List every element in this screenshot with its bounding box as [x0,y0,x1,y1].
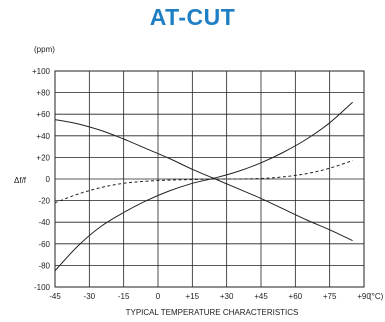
plot-frame [54,70,365,288]
y-tick-label: -80 [38,261,50,270]
series-line-3 [54,160,353,204]
y-tick-label: +80 [36,89,50,98]
x-axis-label: TYPICAL TEMPERATURE CHARACTERISTICS [126,308,299,317]
y-tick-label: -60 [38,240,50,249]
series-line-1 [54,101,353,272]
y-tick-label: -40 [38,218,50,227]
series-line-2 [54,119,353,242]
y-tick-label: -100 [34,283,51,292]
y-tick-label: 0 [46,175,51,184]
y-tick-label: +100 [32,67,51,76]
grid [54,70,365,288]
y-tick-label: +40 [36,132,50,141]
y-axis-unit: (ppm) [34,45,55,54]
y-tick-label: +20 [36,153,50,162]
chart-title: AT-CUT [149,4,236,30]
x-tick-label: 0 [156,292,161,301]
x-tick-label: -15 [118,292,130,301]
x-tick-label: -30 [84,292,96,301]
x-tick-labels: -45 -30 -15 0 +15 +30 +45 +60 +75 +90 [49,292,371,301]
y-tick-label: -20 [38,197,50,206]
x-tick-label: +15 [186,292,200,301]
x-tick-label: +30 [220,292,234,301]
x-tick-label: +75 [323,292,337,301]
y-tick-label: +60 [36,110,50,119]
x-tick-label: -45 [49,292,61,301]
x-tick-label: +60 [289,292,303,301]
y-axis-label: Δf/f [14,176,27,185]
x-axis-unit: (°C) [369,292,384,301]
y-tick-labels: +100 +80 +60 +40 +20 0 -20 -40 -60 -80 -100 [32,67,51,292]
x-tick-label: +45 [254,292,268,301]
x-tick-label: +90 [357,292,371,301]
series-layer [54,101,353,272]
